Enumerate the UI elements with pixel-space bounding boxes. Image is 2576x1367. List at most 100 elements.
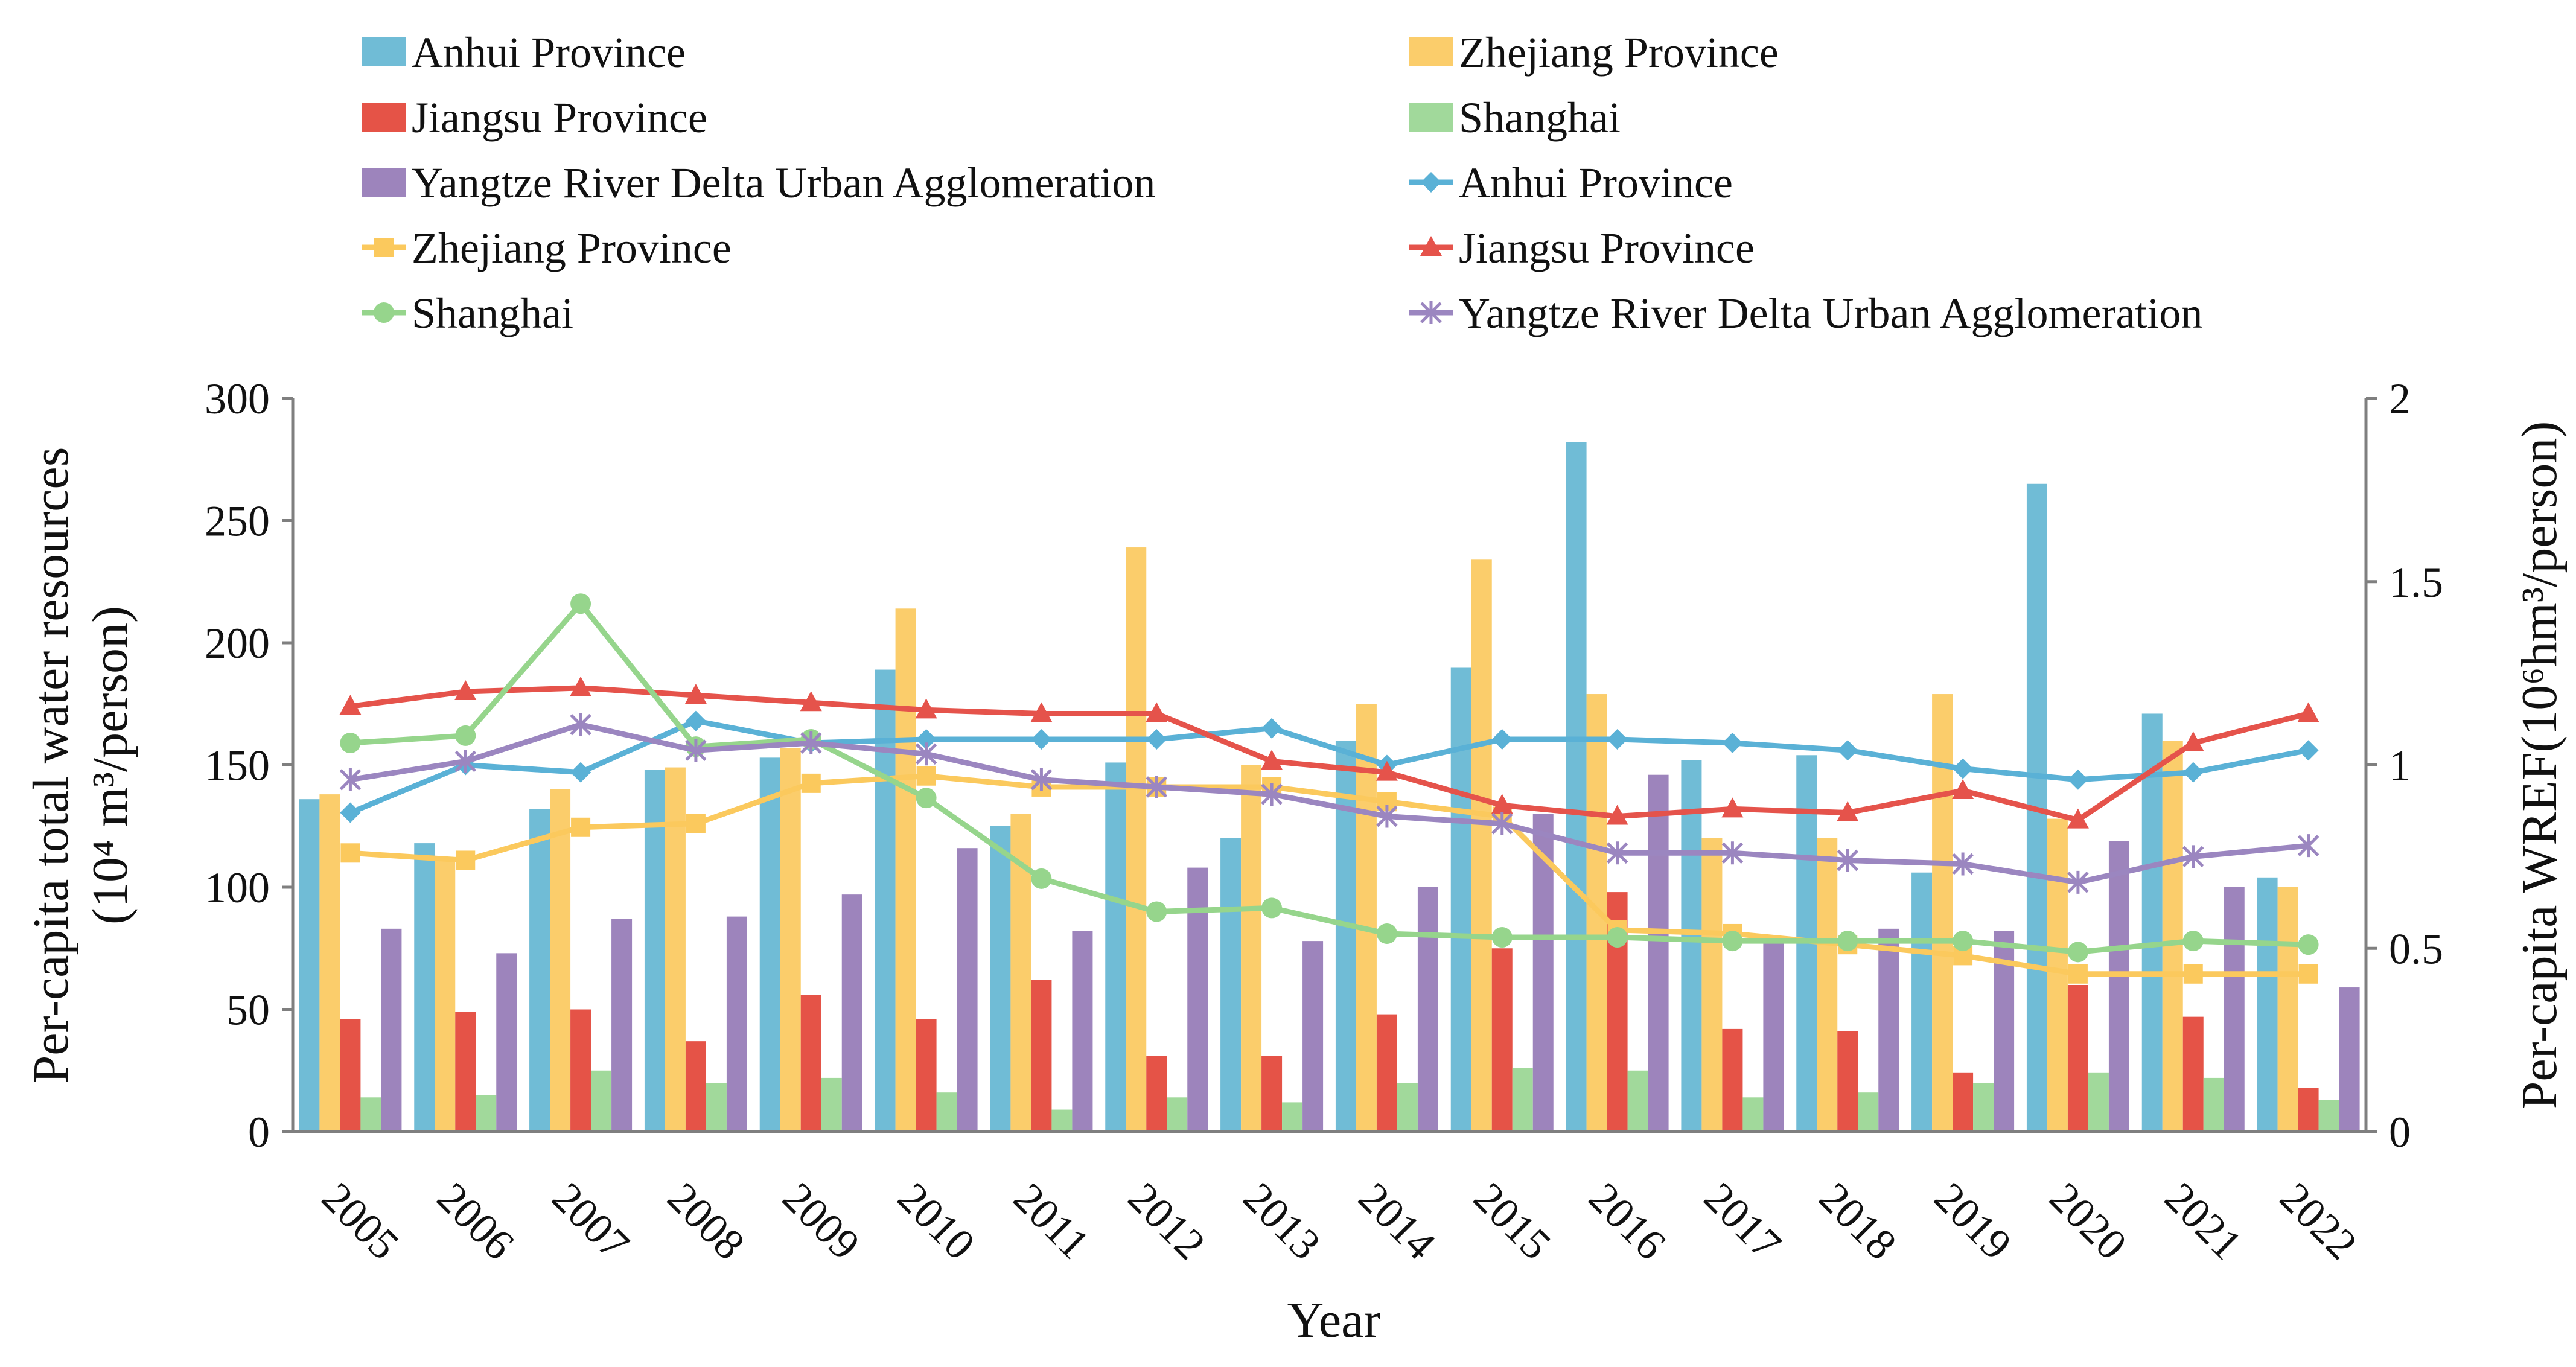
x-tick-label: 2018 (1810, 1173, 1905, 1269)
bar-jiangsu-province-2021 (2182, 1016, 2204, 1132)
point-shanghai-2011 (1031, 868, 1052, 889)
left-tick-label: 100 (205, 864, 270, 912)
x-tick-label: 2019 (1925, 1173, 2021, 1269)
bar-shanghai-2018 (1858, 1092, 1879, 1132)
bar-jiangsu-province-2017 (1722, 1028, 1743, 1132)
bar-yangtze-river-delta-urban-agglomeration-2016 (1648, 774, 1669, 1132)
point-jiangsu-province-2011 (1030, 702, 1053, 722)
bar-zhejiang-province-2010 (895, 608, 916, 1132)
legend-marker-zhejiang-province (374, 238, 394, 257)
point-anhui-province-2012 (1146, 728, 1167, 750)
line-jiangsu-province (349, 685, 2309, 823)
point-shanghai-2005 (340, 733, 361, 754)
legend-label-line-jiangsu-province: Jiangsu Province (1459, 224, 1755, 272)
bar-anhui-province-2011 (990, 826, 1011, 1132)
legend-label-line-yangtze-river-delta-urban-agglomeration: Yangtze River Delta Urban Agglomeration (1459, 289, 2202, 337)
point-jiangsu-province-2018 (1837, 801, 1859, 821)
bar-shanghai-2014 (1397, 1083, 1418, 1132)
legend-label-bar-shanghai: Shanghai (1459, 94, 1621, 142)
bar-shanghai-2005 (360, 1097, 381, 1132)
legend-marker-shanghai (374, 302, 394, 323)
bar-yangtze-river-delta-urban-agglomeration-2007 (611, 919, 633, 1132)
bar-shanghai-2011 (1051, 1109, 1073, 1132)
bar-yangtze-river-delta-urban-agglomeration-2014 (1417, 887, 1438, 1132)
bar-jiangsu-province-2012 (1146, 1056, 1167, 1132)
point-yangtze-river-delta-urban-agglomeration-2008 (685, 739, 707, 762)
bar-anhui-province-2015 (1450, 667, 1471, 1132)
bar-jiangsu-province-2018 (1837, 1031, 1858, 1132)
bar-yangtze-river-delta-urban-agglomeration-2006 (496, 953, 517, 1132)
bar-zhejiang-province-2012 (1126, 547, 1147, 1132)
bar-yangtze-river-delta-urban-agglomeration-2012 (1187, 867, 1208, 1132)
bar-shanghai-2010 (936, 1092, 957, 1132)
bar-zhejiang-province-2015 (1471, 559, 1492, 1132)
left-tick-label: 250 (205, 497, 270, 546)
bar-yangtze-river-delta-urban-agglomeration-2008 (726, 916, 747, 1132)
bar-shanghai-2015 (1512, 1068, 1533, 1132)
x-tick-label: 2021 (2156, 1173, 2251, 1269)
point-jiangsu-province-2016 (1606, 805, 1628, 825)
bar-anhui-province-2019 (1911, 872, 1933, 1132)
bar-anhui-province-2006 (414, 843, 435, 1132)
point-zhejiang-province-2022 (2298, 964, 2318, 984)
point-yangtze-river-delta-urban-agglomeration-2014 (1376, 805, 1398, 828)
bar-jiangsu-province-2009 (800, 995, 821, 1132)
point-anhui-province-2019 (1953, 758, 1974, 779)
bar-yangtze-river-delta-urban-agglomeration-2020 (2108, 841, 2129, 1132)
line-yangtze-river-delta-urban-agglomeration (349, 722, 2309, 885)
bar-anhui-province-2005 (299, 799, 320, 1132)
point-shanghai-2015 (1491, 927, 1513, 948)
point-shanghai-2013 (1261, 897, 1283, 919)
bar-yangtze-river-delta-urban-agglomeration-2021 (2224, 887, 2245, 1132)
bar-anhui-province-2017 (1681, 760, 1702, 1132)
point-yangtze-river-delta-urban-agglomeration-2009 (800, 731, 822, 755)
x-tick-label: 2005 (313, 1173, 408, 1269)
line-series-group (339, 593, 2319, 984)
bar-shanghai-2019 (1973, 1083, 1994, 1132)
legend-label-bar-yangtze-river-delta-urban-agglomeration: Yangtze River Delta Urban Agglomeration (412, 159, 1155, 207)
point-yangtze-river-delta-urban-agglomeration-2011 (1030, 768, 1053, 791)
bar-jiangsu-province-2011 (1031, 980, 1052, 1132)
point-jiangsu-province-2006 (454, 680, 477, 700)
bar-yangtze-river-delta-urban-agglomeration-2009 (841, 894, 862, 1132)
point-zhejiang-province-2005 (340, 843, 360, 863)
legend-label-line-zhejiang-province: Zhejiang Province (412, 224, 732, 272)
bar-jiangsu-province-2006 (455, 1012, 476, 1132)
bar-anhui-province-2012 (1105, 762, 1126, 1132)
point-zhejiang-province-2021 (2183, 964, 2203, 984)
x-tick-label: 2012 (1119, 1173, 1214, 1269)
bar-shanghai-2020 (2088, 1072, 2109, 1132)
left-tick-label: 50 (226, 986, 270, 1034)
right-axis-title: Per-capita WREF(10⁶hm³/person) (2511, 421, 2568, 1110)
legend-swatch-bar-anhui-province (362, 37, 406, 66)
point-anhui-province-2005 (340, 802, 361, 823)
x-tick-label: 2017 (1695, 1173, 1790, 1269)
point-anhui-province-2010 (916, 728, 937, 750)
point-jiangsu-province-2021 (2182, 731, 2204, 752)
bar-shanghai-2009 (821, 1077, 842, 1132)
bar-anhui-province-2008 (644, 770, 665, 1132)
point-yangtze-river-delta-urban-agglomeration-2019 (1952, 852, 1974, 876)
bar-yangtze-river-delta-urban-agglomeration-2018 (1878, 928, 1899, 1132)
right-tick-label: 0 (2389, 1108, 2411, 1156)
point-jiangsu-province-2007 (570, 676, 592, 696)
point-jiangsu-province-2015 (1491, 794, 1513, 814)
bar-jiangsu-province-2005 (340, 1019, 361, 1132)
point-anhui-province-2017 (1722, 733, 1743, 754)
point-shanghai-2022 (2298, 934, 2319, 955)
point-shanghai-2014 (1376, 923, 1397, 944)
bar-zhejiang-province-2017 (1701, 838, 1723, 1132)
bar-anhui-province-2010 (875, 669, 896, 1132)
bar-yangtze-river-delta-urban-agglomeration-2017 (1763, 936, 1784, 1132)
bar-zhejiang-province-2021 (2162, 741, 2183, 1132)
left-tick-label: 300 (205, 375, 270, 423)
point-jiangsu-province-2008 (684, 684, 707, 704)
bar-yangtze-river-delta-urban-agglomeration-2011 (1072, 931, 1093, 1132)
x-tick-label: 2013 (1234, 1173, 1330, 1269)
bar-jiangsu-province-2007 (570, 1009, 591, 1132)
point-jiangsu-province-2017 (1721, 797, 1744, 818)
bar-zhejiang-province-2013 (1241, 765, 1262, 1132)
line-zhejiang-province (350, 773, 2309, 977)
legend-label-bar-anhui-province: Anhui Province (412, 28, 686, 77)
